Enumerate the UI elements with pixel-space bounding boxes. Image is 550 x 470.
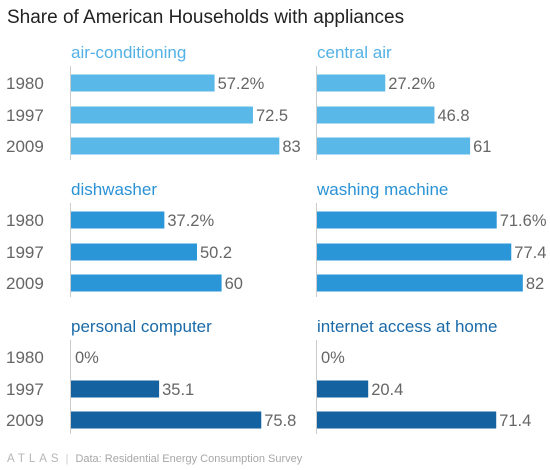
data-label-personal-computer-2009: 75.8 (264, 412, 296, 430)
tick-label-1997-row2: 1997 (6, 243, 44, 262)
data-label-central-air-1980: 27.2% (388, 75, 435, 93)
panel-title-dishwasher: dishwasher (71, 180, 157, 199)
panel-title-air-conditioning: air-conditioning (71, 43, 186, 62)
tick-label-1997-row3: 1997 (6, 380, 44, 399)
bar-air-conditioning-1997 (71, 106, 253, 124)
tick-label-1997-row1: 1997 (6, 106, 44, 125)
bar-dishwasher-1997 (71, 243, 198, 261)
bar-central-air-1997 (317, 106, 435, 124)
panel-title-washing-machine: washing machine (316, 180, 448, 199)
data-label-internet-access-at-home-1980: 0% (321, 349, 345, 367)
data-label-dishwasher-2009: 60 (225, 275, 243, 293)
data-label-air-conditioning-1997: 72.5 (256, 107, 288, 125)
data-label-air-conditioning-2009: 83 (282, 138, 300, 156)
bar-air-conditioning-1980 (71, 74, 215, 92)
bar-central-air-1980 (317, 74, 386, 92)
atlas-logo: ATLAS (7, 453, 63, 465)
tick-label-1980-row2: 1980 (6, 211, 44, 230)
data-label-dishwasher-1980: 37.2% (167, 212, 214, 230)
data-label-central-air-2009: 61 (473, 138, 491, 156)
panel-title-personal-computer: personal computer (71, 317, 212, 336)
bar-personal-computer-1997 (71, 380, 160, 398)
source-note: Data: Residential Energy Consumption Sur… (75, 453, 303, 465)
tick-label-1980-row1: 1980 (6, 74, 44, 93)
bar-internet-access-at-home-1997 (317, 380, 369, 398)
footer-separator: | (65, 453, 69, 465)
bar-washing-machine-1997 (317, 243, 512, 261)
bar-washing-machine-2009 (317, 274, 523, 292)
tick-label-2009-row1: 2009 (6, 137, 44, 156)
chart-title: Share of American Households with applia… (7, 7, 405, 28)
tick-label-2009-row3: 2009 (6, 411, 44, 430)
panel-title-central-air: central air (317, 43, 392, 62)
data-label-washing-machine-1997: 77.4 (514, 244, 546, 262)
footer: ATLAS | Data: Residential Energy Consump… (7, 451, 302, 467)
data-label-washing-machine-1980: 71.6% (500, 212, 547, 230)
data-label-personal-computer-1997: 35.1 (162, 381, 194, 399)
data-label-washing-machine-2009: 82 (526, 275, 544, 293)
tick-label-2009-row2: 2009 (6, 274, 44, 293)
bar-central-air-2009 (317, 137, 471, 155)
tick-label-1980-row3: 1980 (6, 348, 44, 367)
bar-internet-access-at-home-2009 (317, 411, 497, 429)
bar-dishwasher-1980 (71, 211, 165, 229)
bar-personal-computer-2009 (71, 411, 262, 429)
data-label-central-air-1997: 46.8 (437, 107, 469, 125)
data-label-personal-computer-1980: 0% (75, 349, 99, 367)
bar-dishwasher-2009 (71, 274, 222, 292)
data-label-internet-access-at-home-2009: 71.4 (499, 412, 531, 430)
data-label-internet-access-at-home-1997: 20.4 (371, 381, 403, 399)
data-label-dishwasher-1997: 50.2 (200, 244, 232, 262)
data-label-air-conditioning-1980: 57.2% (218, 75, 265, 93)
bar-air-conditioning-2009 (71, 137, 280, 155)
panel-title-internet-access-at-home: internet access at home (317, 317, 497, 336)
bar-washing-machine-1980 (317, 211, 497, 229)
